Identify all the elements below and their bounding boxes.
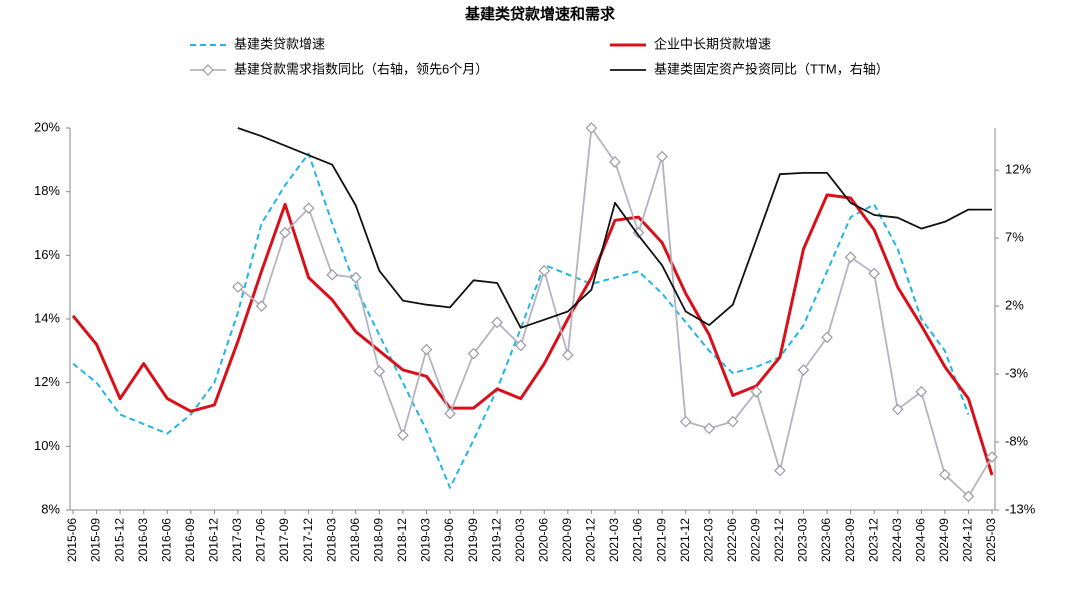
y2-tick-label: 7% <box>1005 230 1024 245</box>
x-tick-label: 2019-03 <box>419 518 433 562</box>
legend-label: 基建贷款需求指数同比（右轴，领先6个月） <box>234 61 488 76</box>
series-marker <box>939 468 951 481</box>
y-tick-label: 20% <box>34 119 60 134</box>
y-tick-label: 8% <box>41 501 60 516</box>
series-marker <box>915 385 928 398</box>
x-tick-label: 2022-09 <box>749 518 763 562</box>
series-marker <box>491 316 504 329</box>
series-marker <box>844 251 857 263</box>
x-tick-label: 2016-03 <box>136 518 150 562</box>
series-marker <box>373 365 386 378</box>
x-tick-label: 2022-03 <box>701 518 715 562</box>
x-tick-label: 2021-03 <box>607 518 621 562</box>
x-tick-label: 2018-09 <box>372 518 386 562</box>
series-line <box>71 193 994 476</box>
series-marker <box>302 202 315 215</box>
x-tick-label: 2019-09 <box>466 518 480 562</box>
y2-tick-label: -8% <box>1005 433 1029 448</box>
y-tick-label: 10% <box>34 438 60 453</box>
series-marker <box>444 407 456 420</box>
y-tick-label: 16% <box>34 247 60 262</box>
series-marker <box>538 264 551 277</box>
series-marker <box>868 267 881 280</box>
x-tick-label: 2017-09 <box>277 518 291 562</box>
chart-title: 基建类贷款增速和需求 <box>464 5 616 23</box>
x-tick-label: 2018-03 <box>324 518 338 562</box>
series-marker <box>349 271 362 284</box>
series-marker <box>774 464 786 477</box>
x-tick-label: 2022-12 <box>772 518 786 562</box>
x-tick-label: 2021-06 <box>631 518 645 562</box>
x-tick-label: 2023-03 <box>796 518 810 562</box>
x-tick-label: 2019-06 <box>442 518 456 562</box>
x-tick-label: 2015-09 <box>89 518 103 562</box>
x-tick-label: 2024-12 <box>961 518 975 562</box>
x-tick-label: 2024-09 <box>937 518 951 562</box>
legend-marker <box>202 64 214 76</box>
series-marker <box>255 300 268 312</box>
series-marker <box>609 156 621 168</box>
y2-tick-label: 12% <box>1005 162 1031 177</box>
x-tick-label: 2019-12 <box>489 518 503 562</box>
series-marker <box>279 226 291 239</box>
y2-tick-label: -13% <box>1005 501 1036 516</box>
x-tick-label: 2015-12 <box>112 518 126 562</box>
x-tick-label: 2022-06 <box>725 518 739 562</box>
series-marker <box>467 347 480 360</box>
legend-label: 基建类固定资产投资同比（TTM，右轴） <box>654 61 889 76</box>
y-tick-label: 12% <box>34 374 60 389</box>
x-tick-label: 2015-06 <box>65 518 79 562</box>
y-tick-label: 18% <box>34 183 60 198</box>
x-tick-label: 2024-03 <box>890 518 904 562</box>
y2-tick-label: 2% <box>1005 298 1024 313</box>
x-tick-label: 2020-12 <box>584 518 598 562</box>
series-marker <box>986 451 998 463</box>
x-tick-label: 2020-03 <box>513 518 527 562</box>
series-marker <box>703 422 716 435</box>
x-tick-label: 2023-12 <box>866 518 880 562</box>
series-marker <box>514 339 527 352</box>
series-marker <box>821 331 833 344</box>
legend-label: 基建类贷款增速 <box>234 36 325 51</box>
series-marker <box>326 268 339 281</box>
x-tick-label: 2023-09 <box>843 518 857 562</box>
x-tick-label: 2017-03 <box>230 518 244 562</box>
series-marker <box>962 490 975 503</box>
y-tick-label: 14% <box>34 310 60 325</box>
series-line <box>237 127 993 498</box>
x-tick-label: 2021-09 <box>654 518 668 562</box>
series-marker <box>726 415 739 428</box>
x-tick-label: 2020-06 <box>536 518 550 562</box>
y2-tick-label: -3% <box>1005 365 1029 380</box>
x-tick-label: 2021-12 <box>678 518 692 562</box>
series-line <box>72 152 970 489</box>
series-marker <box>797 364 810 376</box>
x-tick-label: 2016-12 <box>207 518 221 562</box>
series-marker <box>750 385 763 398</box>
x-tick-label: 2018-12 <box>395 518 409 562</box>
x-tick-label: 2024-06 <box>913 518 927 562</box>
x-tick-label: 2017-12 <box>301 518 315 562</box>
series-marker <box>561 349 574 361</box>
legend-label: 企业中长期贷款增速 <box>654 36 771 51</box>
series-marker <box>585 122 598 134</box>
series-marker <box>891 403 904 416</box>
x-tick-label: 2020-09 <box>560 518 574 562</box>
series-marker <box>420 343 433 356</box>
series-marker <box>679 415 692 428</box>
series-line <box>237 127 992 329</box>
x-tick-label: 2017-06 <box>254 518 268 562</box>
series-marker <box>656 150 668 163</box>
x-tick-label: 2023-06 <box>819 518 833 562</box>
series-marker <box>232 281 244 293</box>
x-tick-label: 2016-06 <box>159 518 173 562</box>
x-tick-label: 2018-06 <box>348 518 362 562</box>
series-marker <box>397 429 409 442</box>
x-tick-label: 2016-09 <box>183 518 197 562</box>
x-tick-label: 2025-03 <box>984 518 998 562</box>
